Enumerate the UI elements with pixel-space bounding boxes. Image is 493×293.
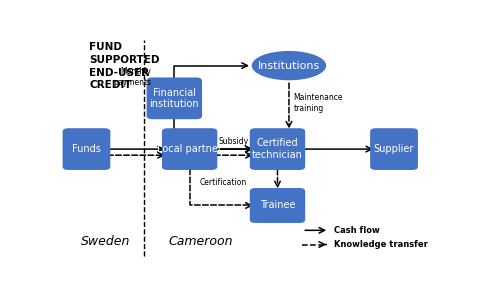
- Text: FUND
SUPPORTED
END-USER
CREDIT: FUND SUPPORTED END-USER CREDIT: [89, 42, 160, 90]
- Text: Subsidy: Subsidy: [218, 137, 248, 146]
- Ellipse shape: [252, 51, 326, 80]
- Text: Institutions: Institutions: [258, 61, 320, 71]
- Text: Knowledge transfer: Knowledge transfer: [334, 240, 427, 249]
- FancyBboxPatch shape: [162, 128, 217, 170]
- FancyBboxPatch shape: [250, 188, 305, 223]
- Text: Cameroon: Cameroon: [169, 235, 233, 248]
- FancyBboxPatch shape: [250, 128, 305, 170]
- Text: Cash flow: Cash flow: [334, 226, 380, 235]
- Text: Maintenance
training: Maintenance training: [293, 93, 343, 113]
- FancyBboxPatch shape: [370, 128, 418, 170]
- FancyBboxPatch shape: [146, 77, 202, 119]
- Text: Local partner: Local partner: [157, 144, 222, 154]
- Text: Certification: Certification: [199, 178, 246, 188]
- Text: Trainee: Trainee: [260, 200, 295, 210]
- Text: Sweden: Sweden: [81, 235, 130, 248]
- Text: Financial
institution: Financial institution: [149, 88, 199, 109]
- Text: Monthly
payments: Monthly payments: [113, 67, 151, 87]
- Text: Certified
technician: Certified technician: [252, 138, 303, 160]
- Text: Supplier: Supplier: [374, 144, 414, 154]
- FancyBboxPatch shape: [63, 128, 110, 170]
- Text: Funds: Funds: [72, 144, 101, 154]
